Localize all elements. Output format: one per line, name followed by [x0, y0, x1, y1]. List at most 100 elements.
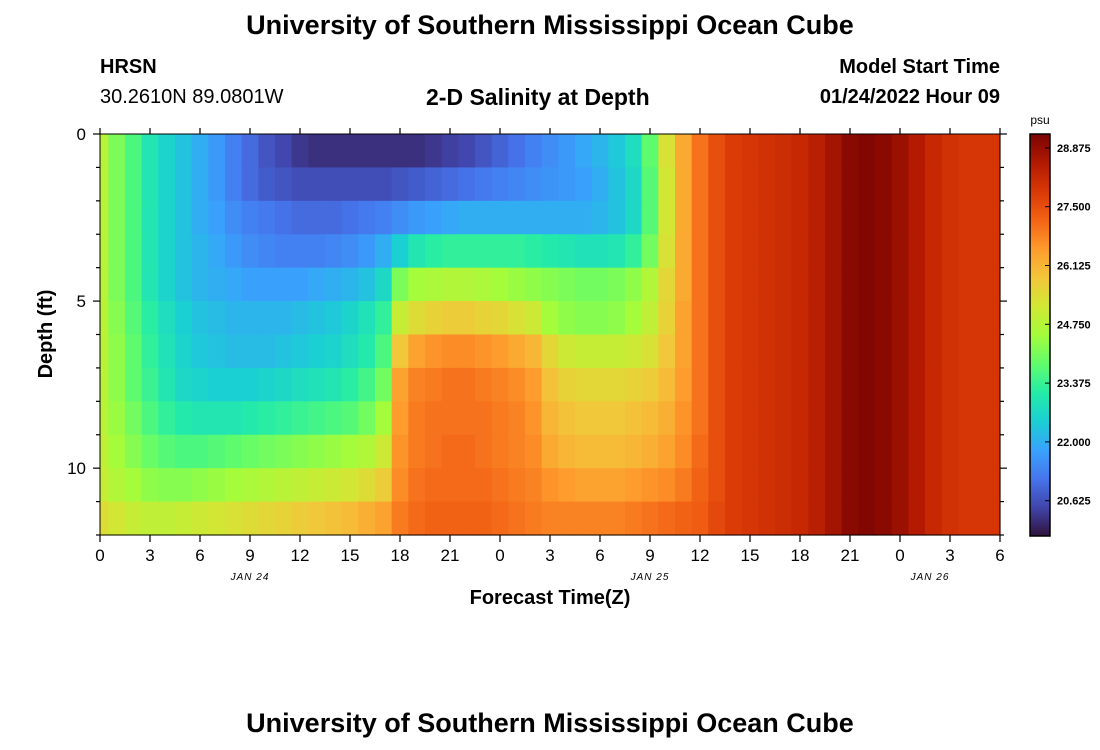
heatmap-cell — [741, 167, 759, 202]
heatmap-cell — [941, 468, 959, 503]
heatmap-cell — [858, 301, 876, 336]
y-tick-label: 10 — [67, 459, 86, 478]
heatmap-cell — [508, 167, 526, 202]
heatmap-cell — [741, 234, 759, 269]
heatmap-cell — [308, 234, 326, 269]
heatmap-cell — [658, 334, 676, 369]
heatmap-cell — [158, 234, 176, 269]
heatmap-cell — [458, 501, 476, 536]
colorbar-tick-label: 22.000 — [1057, 437, 1091, 449]
heatmap-cell — [925, 134, 943, 169]
heatmap-cell — [791, 267, 809, 302]
heatmap-cell — [158, 468, 176, 503]
heatmap-cell — [641, 367, 659, 402]
heatmap-cell — [491, 367, 509, 402]
heatmap-cell — [308, 334, 326, 369]
heatmap-cell — [608, 434, 626, 469]
y-tick-label: 5 — [77, 292, 86, 311]
heatmap-cell — [558, 401, 576, 436]
heatmap-cell — [541, 301, 559, 336]
heatmap-cell — [341, 334, 359, 369]
heatmap-cell — [291, 334, 309, 369]
heatmap-cell — [658, 134, 676, 169]
heatmap-cell — [491, 234, 509, 269]
heatmap-cell — [441, 301, 459, 336]
heatmap-cell — [100, 401, 109, 436]
heatmap-cell — [958, 200, 976, 235]
heatmap-cell — [841, 267, 859, 302]
heatmap-cell — [658, 167, 676, 202]
x-axis-label: Forecast Time(Z) — [470, 587, 631, 609]
heatmap-cell — [491, 401, 509, 436]
heatmap-cell — [491, 167, 509, 202]
heatmap-cell — [908, 200, 926, 235]
heatmap-cell — [208, 200, 226, 235]
heatmap-cell — [941, 200, 959, 235]
heatmap-cell — [408, 200, 426, 235]
heatmap-cell — [975, 468, 993, 503]
heatmap-cell — [241, 367, 259, 402]
heatmap-cell — [908, 267, 926, 302]
heatmap-cell — [308, 434, 326, 469]
x-tick-label: 21 — [441, 546, 460, 565]
heatmap-cell — [608, 501, 626, 536]
heatmap-cell — [708, 401, 726, 436]
heatmap-cell — [875, 401, 893, 436]
heatmap-cell — [875, 200, 893, 235]
heatmap-cell — [308, 367, 326, 402]
heatmap-cell — [208, 167, 226, 202]
heatmap-cell — [808, 401, 826, 436]
heatmap-cell — [791, 501, 809, 536]
heatmap-cell — [775, 501, 793, 536]
heatmap-cell — [208, 434, 226, 469]
heatmap-cell — [591, 301, 609, 336]
heatmap-cell — [291, 167, 309, 202]
model-start-label: Model Start Time — [839, 56, 1000, 78]
heatmap-cell — [100, 501, 109, 536]
heatmap-cell — [991, 234, 1001, 269]
heatmap-cell — [108, 301, 126, 336]
heatmap-cell — [825, 200, 843, 235]
heatmap-cell — [408, 401, 426, 436]
heatmap-cell — [191, 167, 209, 202]
heatmap-cell — [558, 334, 576, 369]
heatmap-cell — [491, 134, 509, 169]
heatmap-cell — [275, 301, 293, 336]
heatmap-cell — [575, 434, 593, 469]
heatmap-cell — [608, 468, 626, 503]
heatmap-cell — [241, 167, 259, 202]
heatmap-cell — [975, 367, 993, 402]
heatmap-cell — [441, 267, 459, 302]
heatmap-cell — [458, 301, 476, 336]
y-axis-label: Depth (ft) — [35, 290, 57, 379]
heatmap-cell — [891, 434, 909, 469]
heatmap-cell — [141, 301, 159, 336]
heatmap-cell — [891, 267, 909, 302]
heatmap-cell — [100, 267, 109, 302]
heatmap-cell — [658, 301, 676, 336]
heatmap-cell — [991, 134, 1001, 169]
heatmap-cell — [408, 501, 426, 536]
heatmap-cell — [725, 468, 743, 503]
heatmap-cell — [991, 267, 1001, 302]
x-tick-label: 0 — [895, 546, 904, 565]
heatmap-cell — [808, 134, 826, 169]
heatmap-cell — [941, 401, 959, 436]
heatmap-cell — [241, 301, 259, 336]
x-tick-label: 3 — [545, 546, 554, 565]
heatmap-cell — [758, 301, 776, 336]
heatmap-cell — [958, 401, 976, 436]
heatmap-cell — [775, 367, 793, 402]
heatmap-cell — [991, 468, 1001, 503]
heatmap-cell — [991, 200, 1001, 235]
heatmap-cell — [141, 401, 159, 436]
heatmap-cell — [825, 468, 843, 503]
heatmap-cell — [391, 367, 409, 402]
heatmap-cell — [791, 434, 809, 469]
heatmap-cell — [708, 434, 726, 469]
heatmap-cell — [675, 301, 693, 336]
heatmap-cell — [175, 434, 193, 469]
heatmap-cell — [775, 434, 793, 469]
heatmap-cell — [375, 501, 393, 536]
heatmap-cell — [458, 468, 476, 503]
